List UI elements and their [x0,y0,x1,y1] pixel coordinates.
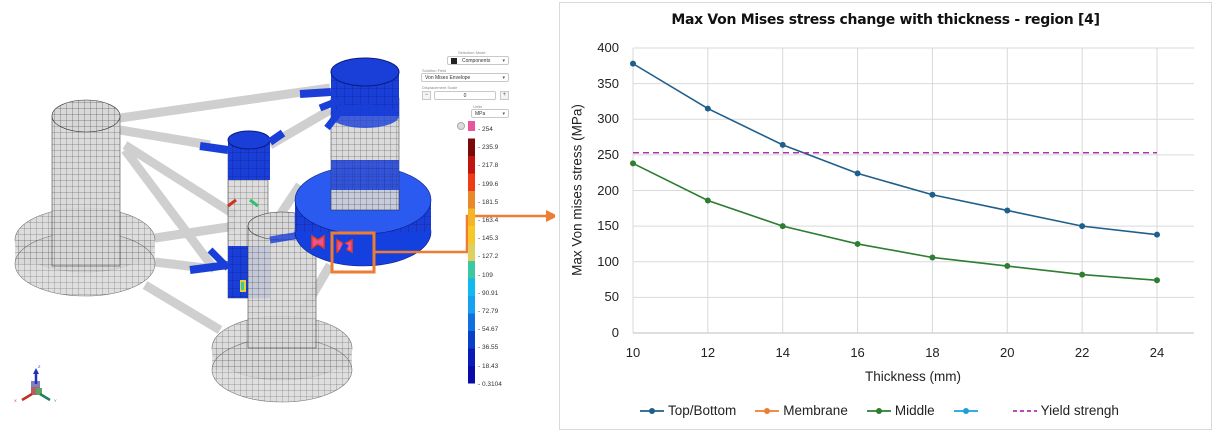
x-tick-label: 16 [850,345,865,360]
fea-viewport[interactable]: X Y Z Selection Mode Components ▾ Soluti… [0,0,555,432]
color-legend-tick: - 163.4 [478,217,499,224]
svg-text:Z: Z [38,364,41,369]
connector-arrowhead [546,210,555,222]
x-tick-label: 12 [700,345,716,360]
line-marker-swatch-icon [640,407,664,414]
legend-label: Top/Bottom [668,403,737,418]
solution-field-label: Solution Field [422,68,447,73]
left-tower-wireframe [14,99,156,297]
color-legend-tick: - 199.6 [478,180,499,188]
stress-color-bar [468,121,475,384]
line-marker-swatch-icon [755,407,780,414]
x-tick-label: 14 [775,345,790,360]
right-tower-stress-plot [294,57,432,267]
line-marker-swatch-icon [866,407,891,414]
color-legend-tick: - 54.67 [478,326,499,334]
y-tick-label: 150 [597,218,619,234]
color-legend-tick: - 235.9 [478,144,499,152]
line-marker-swatch-icon [953,407,978,414]
svg-text:Y: Y [54,398,57,403]
chevron-down-icon: ▾ [502,75,505,81]
y-tick-label: 50 [604,289,619,305]
x-tick-label: 20 [1000,345,1015,360]
coordinate-triad-icon: X Y Z [14,364,57,403]
y-tick-label: 200 [597,182,619,198]
x-tick-label: 22 [1074,345,1090,360]
color-legend-tick: - 145.3 [478,235,499,243]
dashed-line-swatch-icon [1012,409,1037,412]
displacement-scale-label: Displacement Scale [422,85,458,90]
connector-line [374,214,548,254]
components-icon [451,58,457,64]
y-axis-label: Max Von mises stress (MPa) [569,104,585,276]
color-legend-tick: - 127.2 [478,253,499,261]
x-axis-label: Thickness (mm) [864,369,962,384]
legend-settings-icon[interactable] [457,122,465,130]
legend-item: Yield strengh [1012,403,1119,418]
color-legend-tick: - 181.5 [478,198,499,206]
color-legend-tick: - 254 [478,126,493,133]
chevron-down-icon: ▾ [502,111,505,117]
legend-label: Middle [894,403,935,418]
units-value: MPa [475,111,486,117]
legend-item: Top/Bottom [639,403,736,418]
fea-model-render: X Y Z [14,57,555,403]
selection-mode-label: Selection Mode [458,50,486,55]
decrement-button[interactable]: − [422,91,431,100]
legend-label: Membrane [783,403,848,418]
legend-item [953,406,982,416]
y-tick-label: 0 [611,325,619,340]
chevron-down-icon: ▾ [502,58,505,64]
chart-frame: Max Von Mises stress change with thickne… [559,2,1212,430]
y-tick-label: 350 [597,75,619,91]
selection-mode-value: Components [462,58,491,64]
y-tick-label: 300 [597,111,619,127]
units-dropdown[interactable]: MPa ▾ [471,109,509,118]
chart-title: Max Von Mises stress change with thickne… [671,12,1100,28]
selection-mode-dropdown[interactable]: Components ▾ [447,56,509,65]
y-tick-label: 250 [597,146,619,162]
legend-item: Membrane [754,403,848,418]
y-tick-label: 400 [597,40,619,55]
legend-item: Middle [866,403,935,418]
y-tick-label: 100 [597,253,619,269]
increment-button[interactable]: + [500,91,509,100]
svg-text:X: X [14,398,17,403]
x-tick-label: 24 [1149,345,1165,360]
color-legend-tick: - 109 [478,271,493,279]
units-label: Units [473,104,483,109]
solution-field-dropdown[interactable]: Von Mises Envelope ▾ [421,73,509,82]
solution-field-value: Von Mises Envelope [425,75,471,81]
color-legend-tick: - 18.43 [478,362,499,370]
color-legend-tick: - 72.79 [478,308,499,315]
color-legend-tick: - 0.3104 [478,380,502,388]
legend-label: Yield strengh [1040,403,1119,418]
color-legend-tick: - 36.55 [478,344,499,352]
color-legend-tick: - 90.91 [478,289,499,297]
displacement-scale-input[interactable]: 0 [434,91,496,100]
color-legend-tick: - 217.8 [478,162,499,170]
x-tick-label: 10 [625,345,641,360]
chart-legend: Top/Bottom Membrane Middle Yield strengh [639,403,1137,418]
x-tick-label: 18 [925,345,940,360]
